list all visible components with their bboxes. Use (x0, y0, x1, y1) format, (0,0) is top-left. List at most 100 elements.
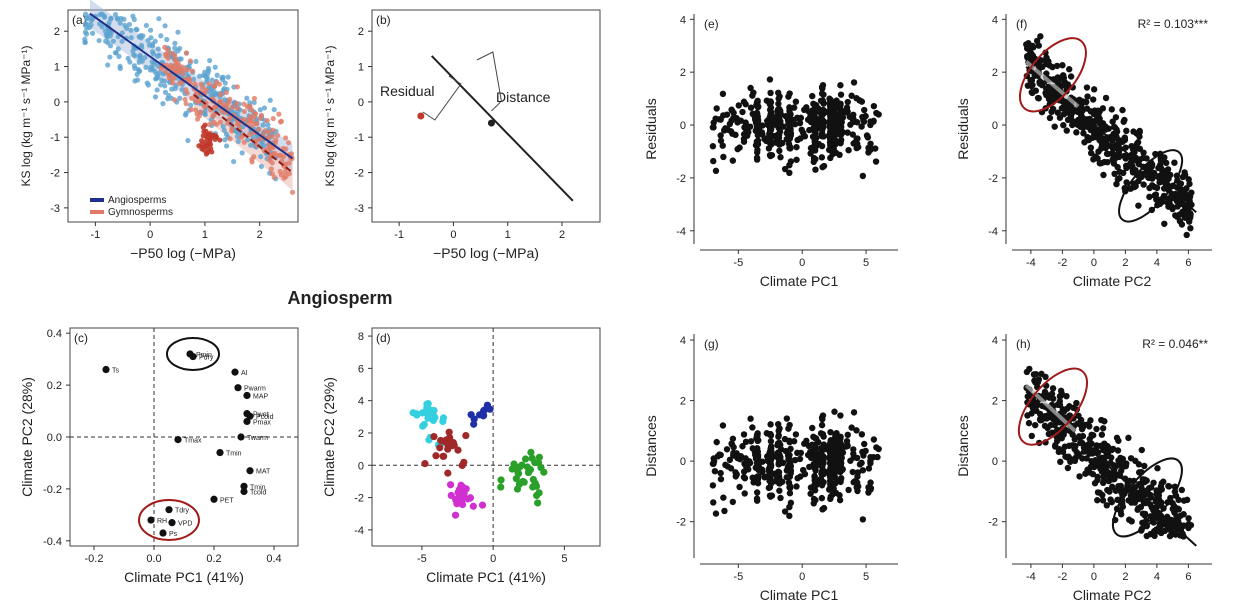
panel-g-point (826, 471, 833, 478)
panel-e-point (775, 95, 782, 102)
panel-e-point (720, 127, 728, 134)
panel-d-point-cluster-1 (439, 414, 448, 422)
panel-a-point-gymnosperm (218, 91, 224, 98)
panel-f-point (1122, 162, 1130, 170)
panel-a-point-angiosperm (119, 30, 125, 36)
panel-g-point (709, 482, 717, 489)
panel-g-point (850, 409, 858, 416)
panel-g-point (726, 456, 734, 464)
panel-f-point (1036, 80, 1043, 87)
panel-e-point (850, 79, 858, 86)
panel-a-point-angiosperm (172, 86, 178, 92)
panel-a-point-angiosperm (135, 66, 141, 73)
panel-g-point (849, 468, 856, 476)
panel-a-point-angiosperm (148, 64, 154, 70)
panel-f-point (1140, 181, 1147, 188)
panel-b-x-tick-label: 1 (505, 229, 511, 241)
panel-c-y-tick-label: -0.2 (43, 484, 62, 496)
panel-c-point-label: Tdry (175, 508, 190, 515)
panel-h-point (1079, 455, 1086, 462)
panel-a-point-gymnosperm (249, 159, 255, 165)
panel-f-x-tick-label: 6 (1185, 257, 1191, 269)
panel-h-point (1049, 385, 1057, 392)
panel-h-point (1101, 476, 1108, 484)
panel-e-point (797, 114, 805, 122)
panel-g-point (796, 455, 804, 463)
panel-h-point (1073, 399, 1080, 407)
panel-f-point (1054, 74, 1062, 81)
panel-a-point-gymnosperm (274, 132, 281, 139)
panel-h-point (1025, 419, 1033, 427)
panel-c-point-label: Pwarm (244, 386, 266, 393)
panel-h-point (1028, 410, 1035, 417)
panel-d-point-cluster-4 (478, 501, 487, 509)
panel-a-point-gymnosperm (194, 111, 200, 117)
panel-f-point (1026, 81, 1034, 88)
panel-e-point (818, 142, 826, 150)
panel-h-point (1049, 429, 1056, 436)
panel-h-y-tick-label: 2 (992, 396, 998, 408)
panel-g-point (767, 438, 775, 445)
panel-f-point (1132, 166, 1139, 174)
panel-a-point-angiosperm (220, 123, 226, 129)
panel-e-point (837, 125, 844, 132)
panel-e-point (763, 137, 770, 145)
panel-e-point (779, 123, 787, 130)
panel-d-point-cluster-2 (467, 411, 475, 419)
panel-h-point (1066, 403, 1073, 410)
panel-b-y-tick-label: 1 (358, 62, 364, 74)
panel-a-point-angiosperm (126, 21, 132, 28)
panel-a-point-gymnosperm (276, 111, 282, 117)
panel-e-point (766, 106, 774, 114)
panel-f-point (1059, 72, 1067, 79)
panel-f-point (1120, 169, 1127, 177)
panel-h-point (1101, 418, 1108, 425)
panel-c-ellipse-black (166, 336, 220, 371)
panel-h-point (1183, 496, 1191, 504)
panel-h-y-tick-label: -2 (988, 517, 998, 529)
panel-d-point-cluster-3 (430, 432, 438, 441)
panel-f-point (1111, 123, 1118, 131)
panel-g-point (837, 412, 844, 419)
panel-e-point (775, 141, 783, 148)
panel-d-y-tick-label: 2 (358, 428, 364, 440)
panel-e-point (768, 116, 775, 124)
panel-a-point-gymnosperm (223, 89, 229, 96)
panel-a-point-angiosperm (160, 101, 166, 107)
panel-g-point (713, 438, 720, 446)
panel-f-panel-label: (f) (1016, 17, 1027, 31)
panel-f-point (1045, 58, 1052, 65)
panel-f-point (1134, 139, 1142, 146)
panel-h-point (1103, 447, 1111, 454)
panel-c-panel-label: (c) (74, 331, 88, 345)
panel-h-ellipse-red (1017, 367, 1088, 446)
panel-g-point (732, 469, 739, 476)
panel-e-point (859, 172, 867, 180)
panel-e-point (845, 146, 852, 154)
panel-g-point (801, 470, 809, 478)
panel-h-point (1169, 505, 1176, 513)
panel-a-point-angiosperm (207, 57, 213, 64)
panel-c-point-label: Twarm (247, 435, 268, 442)
panel-a-point-angiosperm (154, 53, 161, 59)
panel-d-point-cluster-4 (462, 485, 470, 493)
panel-e-point (754, 103, 762, 111)
panel-a-y-tick-label: 0 (54, 97, 60, 109)
panel-d-point-cluster-5 (535, 453, 543, 461)
panel-e-point (811, 142, 819, 149)
panel-g-point (736, 483, 743, 491)
panel-c-y-tick-label: 0.0 (47, 432, 62, 444)
panel-g-point (773, 472, 781, 480)
panel-a-point-gymnosperm (224, 102, 230, 108)
panel-g-point (785, 425, 792, 432)
panel-a-point-angiosperm (197, 73, 203, 79)
panel-a-point-gymnosperm (251, 154, 257, 160)
panel-e-point (837, 91, 845, 98)
panel-e-point (848, 92, 855, 99)
panel-e-point (793, 156, 800, 163)
panel-a-point-angiosperm (82, 39, 88, 45)
panel-e-point (786, 128, 793, 135)
panel-a-point-angiosperm (164, 36, 170, 43)
panel-a-point-gymnosperm (269, 171, 275, 177)
panel-f-point (1098, 145, 1105, 152)
